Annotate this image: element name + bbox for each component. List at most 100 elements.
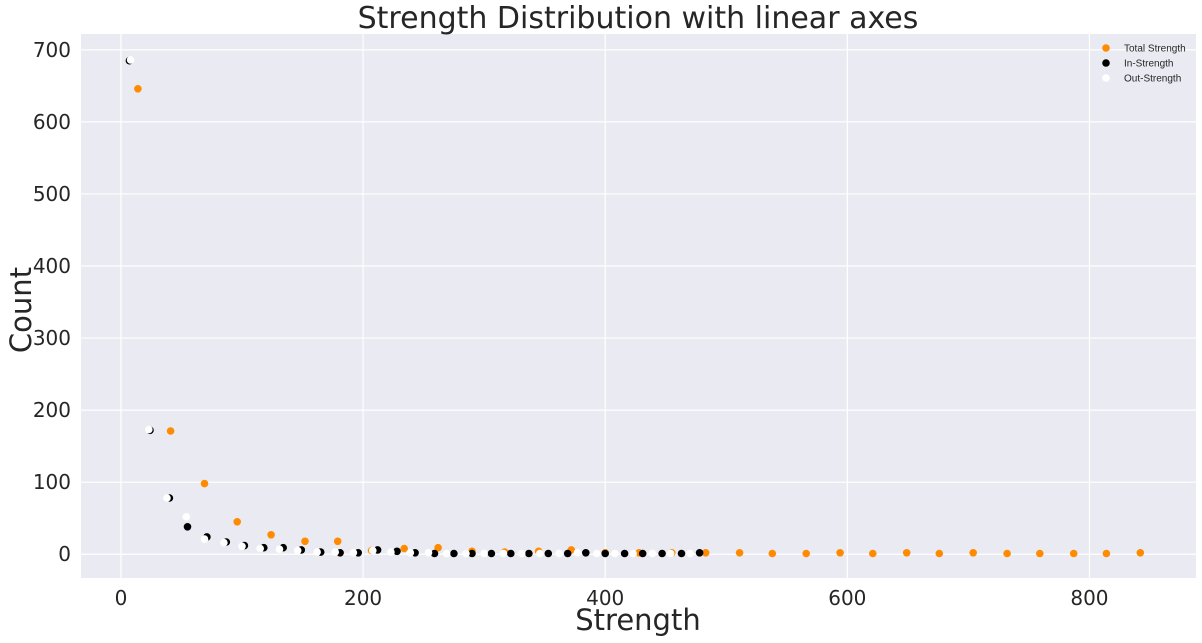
x-tick-labels: 0 200 400 600 800 [115,586,1109,610]
legend-marker [1102,44,1110,52]
data-point [256,544,265,553]
legend-label: Out-Strength [1124,74,1181,85]
data-point [677,549,686,558]
y-tick-label: 500 [33,182,71,206]
data-point [525,549,533,558]
data-point [969,549,977,557]
data-point [869,549,877,558]
data-point [333,537,342,546]
data-point [387,548,395,556]
data-point [1036,549,1044,558]
data-point [220,538,228,547]
x-axis-label: Strength [575,603,700,637]
data-point [434,543,442,552]
y-tick-label: 200 [33,398,71,422]
data-point [507,549,515,558]
data-point [701,549,710,557]
data-point [183,523,192,531]
data-point [695,549,704,557]
data-point [582,549,590,557]
y-tick-label: 700 [33,38,71,62]
legend: Total Strength In-Strength Out-Strength [1102,44,1186,85]
data-point [313,548,321,556]
data-point [686,549,694,558]
data-point [267,531,275,539]
y-axis-label: Count [4,267,38,353]
data-point [1136,549,1145,557]
data-point [166,427,175,435]
data-point [620,549,629,558]
data-point [331,548,340,556]
data-point [134,85,142,93]
data-point [349,549,358,557]
data-point [163,494,171,502]
data-point [592,549,601,558]
series-out-strength [126,56,694,558]
data-point [182,513,191,521]
data-point [406,549,415,557]
data-point [293,546,302,555]
data-point [517,549,526,558]
data-point [666,549,675,558]
data-point [802,549,810,558]
data-points [125,56,1145,558]
y-tick-label: 300 [33,326,71,350]
data-point [544,549,553,558]
x-tick-label: 600 [828,586,866,610]
data-point [536,549,544,558]
data-point [200,479,209,488]
legend-label: Total Strength [1124,44,1186,55]
data-point [126,56,135,64]
legend-label: In-Strength [1124,59,1173,70]
data-point [499,549,508,558]
data-point [648,549,657,558]
data-point [462,549,470,558]
data-point [768,549,777,558]
plot-background [81,34,1196,578]
data-point [935,549,944,558]
y-tick-label: 100 [33,470,71,494]
data-point [638,549,647,558]
legend-marker [1102,59,1110,67]
data-point [480,549,488,558]
y-tick-label: 0 [58,542,71,566]
data-point [601,549,609,558]
data-point [611,549,619,558]
data-point [301,537,309,546]
data-point [658,549,666,558]
data-point [555,549,563,558]
data-point [430,549,439,558]
data-point [1102,549,1111,558]
chart-title: Strength Distribution with linear axes [358,1,919,36]
data-point [1003,549,1011,558]
y-tick-labels: 0 100 200 300 400 500 600 700 [33,38,71,566]
x-tick-label: 0 [115,586,128,610]
data-point [629,549,637,558]
data-point [487,549,496,558]
data-point [393,547,401,556]
y-tick-label: 600 [33,110,71,134]
data-point [275,545,284,553]
x-tick-label: 200 [344,586,382,610]
data-point [735,549,744,557]
data-point [424,549,433,557]
data-point [468,549,476,558]
x-tick-label: 400 [586,586,624,610]
data-point [369,546,377,555]
data-point [238,542,246,551]
data-point [450,549,458,558]
data-point [233,518,241,526]
data-point [836,549,844,557]
data-point [1069,549,1078,558]
x-tick-label: 800 [1070,586,1108,610]
data-point [400,544,409,553]
data-point [902,549,911,557]
data-point [563,549,572,558]
data-point [145,425,153,434]
legend-marker [1102,74,1110,82]
data-point [573,549,582,557]
y-tick-label: 400 [33,254,71,278]
data-point [442,549,451,558]
